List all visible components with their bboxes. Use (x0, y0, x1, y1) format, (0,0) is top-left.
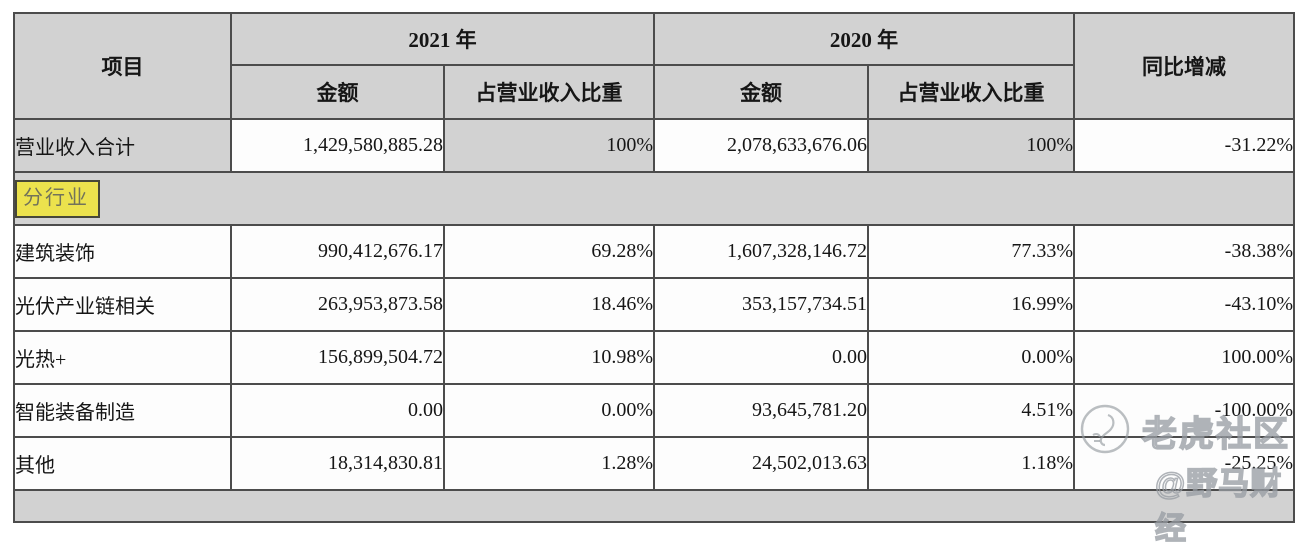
section-label-highlight: 分行业 (16, 179, 100, 218)
amount-2020-cell: 353,157,734.51 (653, 277, 869, 332)
partial-section-cell (13, 489, 1295, 523)
amount-2020-cell: 0.00 (653, 330, 869, 385)
header-proportion-2020: 占营业收入比重 (867, 64, 1075, 120)
header-amount-2021: 金额 (230, 64, 445, 120)
row-label: 建筑装饰 (13, 224, 232, 279)
amount-2021-cell: 18,314,830.81 (230, 436, 445, 491)
amount-2021-cell: 0.00 (230, 383, 445, 438)
amount-2020-cell: 1,607,328,146.72 (653, 224, 869, 279)
header-amount-2020: 金额 (653, 64, 869, 120)
header-yoy-change: 同比增减 (1073, 12, 1295, 120)
proportion-2020-cell: 100% (867, 118, 1075, 173)
row-label: 光热+ (13, 330, 232, 385)
proportion-2020-cell: 16.99% (867, 277, 1075, 332)
header-year-2020: 2020 年 (653, 12, 1075, 66)
amount-2020-cell: 93,645,781.20 (653, 383, 869, 438)
proportion-2021-cell: 1.28% (443, 436, 655, 491)
row-label: 营业收入合计 (13, 118, 232, 173)
table-row: 其他 18,314,830.81 1.28% 24,502,013.63 1.1… (13, 436, 1295, 491)
proportion-2021-cell: 100% (443, 118, 655, 173)
row-label: 其他 (13, 436, 232, 491)
revenue-breakdown-table: 项目 2021 年 2020 年 同比增减 金额 占营业收入比重 金额 占营业收… (13, 12, 1295, 523)
amount-2020-cell: 24,502,013.63 (653, 436, 869, 491)
row-label: 光伏产业链相关 (13, 277, 232, 332)
table-row: 光伏产业链相关 263,953,873.58 18.46% 353,157,73… (13, 277, 1295, 332)
yoy-cell: 100.00% (1073, 330, 1295, 385)
amount-2021-cell: 263,953,873.58 (230, 277, 445, 332)
section-cell: 分行业 (13, 171, 1295, 226)
yoy-cell: -31.22% (1073, 118, 1295, 173)
header-year-2021: 2021 年 (230, 12, 655, 66)
proportion-2021-cell: 69.28% (443, 224, 655, 279)
header-proportion-2021: 占营业收入比重 (443, 64, 655, 120)
proportion-2020-cell: 1.18% (867, 436, 1075, 491)
proportion-2020-cell: 0.00% (867, 330, 1075, 385)
amount-2021-cell: 156,899,504.72 (230, 330, 445, 385)
table-row: 建筑装饰 990,412,676.17 69.28% 1,607,328,146… (13, 224, 1295, 279)
table-row-total: 营业收入合计 1,429,580,885.28 100% 2,078,633,6… (13, 118, 1295, 173)
amount-2020-cell: 2,078,633,676.06 (653, 118, 869, 173)
proportion-2021-cell: 0.00% (443, 383, 655, 438)
header-item: 项目 (13, 12, 232, 120)
proportion-2020-cell: 77.33% (867, 224, 1075, 279)
amount-2021-cell: 1,429,580,885.28 (230, 118, 445, 173)
yoy-cell: -100.00% (1073, 383, 1295, 438)
proportion-2021-cell: 18.46% (443, 277, 655, 332)
table-row: 智能装备制造 0.00 0.00% 93,645,781.20 4.51% -1… (13, 383, 1295, 438)
yoy-cell: -43.10% (1073, 277, 1295, 332)
amount-2021-cell: 990,412,676.17 (230, 224, 445, 279)
row-label: 智能装备制造 (13, 383, 232, 438)
proportion-2020-cell: 4.51% (867, 383, 1075, 438)
proportion-2021-cell: 10.98% (443, 330, 655, 385)
yoy-cell: -25.25% (1073, 436, 1295, 491)
section-row-by-industry: 分行业 (13, 171, 1295, 226)
table-row: 光热+ 156,899,504.72 10.98% 0.00 0.00% 100… (13, 330, 1295, 385)
section-row-partial (13, 489, 1295, 523)
yoy-cell: -38.38% (1073, 224, 1295, 279)
